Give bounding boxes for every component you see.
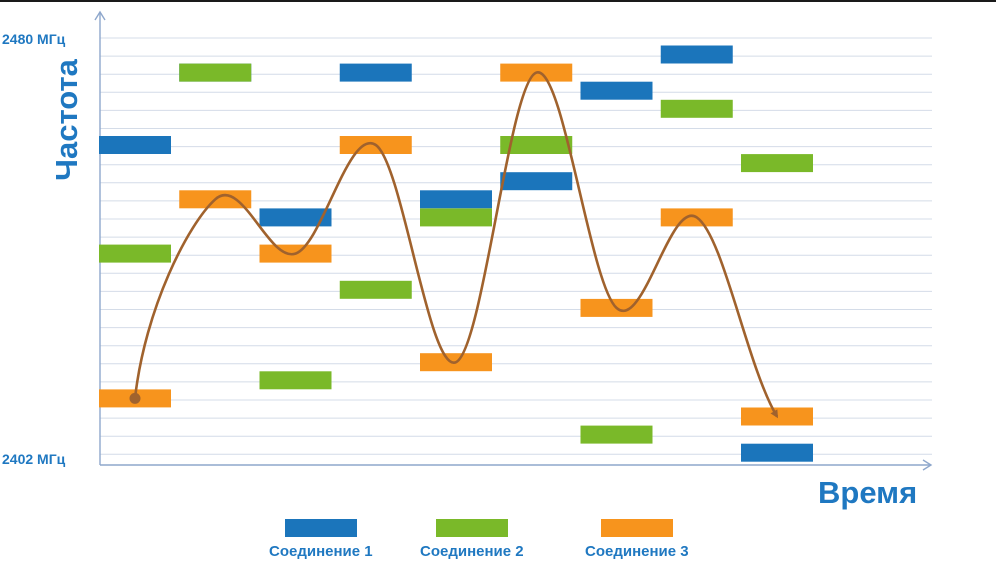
legend-swatch-connection-2 <box>435 519 508 537</box>
hop-path-line <box>133 71 779 419</box>
legend-connection-3: Соединение 3 <box>585 519 689 560</box>
min-frequency-label: 2402 МГц <box>2 451 66 467</box>
channel-block-connection-1 <box>741 443 813 462</box>
legend-label-connection-2: Соединение 2 <box>420 543 524 560</box>
legend-label-connection-1: Соединение 1 <box>269 543 373 560</box>
channel-block-connection-2 <box>339 280 412 299</box>
channel-block-connection-2 <box>500 136 573 154</box>
channel-block-connection-1 <box>339 63 412 82</box>
channel-block-connection-2 <box>259 371 332 390</box>
x-axis-arrow <box>922 459 933 471</box>
y-axis-title: Частота <box>49 59 84 181</box>
x-axis-title: Время <box>818 475 918 510</box>
top-border <box>0 0 996 2</box>
channel-block-connection-1 <box>580 81 653 100</box>
channel-block-connection-1 <box>99 136 171 154</box>
channel-block-connection-2 <box>741 154 813 173</box>
legend-swatch-connection-1 <box>284 519 357 537</box>
legend-label-connection-3: Соединение 3 <box>585 543 689 560</box>
channel-block-connection-1 <box>420 190 492 209</box>
y-axis-arrow <box>94 10 106 21</box>
max-frequency-label: 2480 МГц <box>2 31 66 47</box>
channel-block-connection-2 <box>99 244 171 263</box>
channel-block-connection-2 <box>580 425 653 444</box>
legend-swatch-connection-3 <box>600 519 673 537</box>
legend-connection-1: Соединение 1 <box>269 519 373 560</box>
grid-lines <box>100 37 932 455</box>
channel-block-connection-1 <box>660 45 733 64</box>
legend-connection-2: Соединение 2 <box>420 519 524 560</box>
channel-blocks <box>99 45 813 462</box>
channel-block-connection-2 <box>179 63 252 82</box>
hop-path-start-dot <box>129 392 141 404</box>
channel-block-connection-2 <box>420 208 492 227</box>
channel-block-connection-1 <box>259 208 332 227</box>
channel-block-connection-2 <box>660 99 733 118</box>
channel-block-connection-1 <box>500 172 573 191</box>
connection-3-hop-path <box>129 71 779 419</box>
